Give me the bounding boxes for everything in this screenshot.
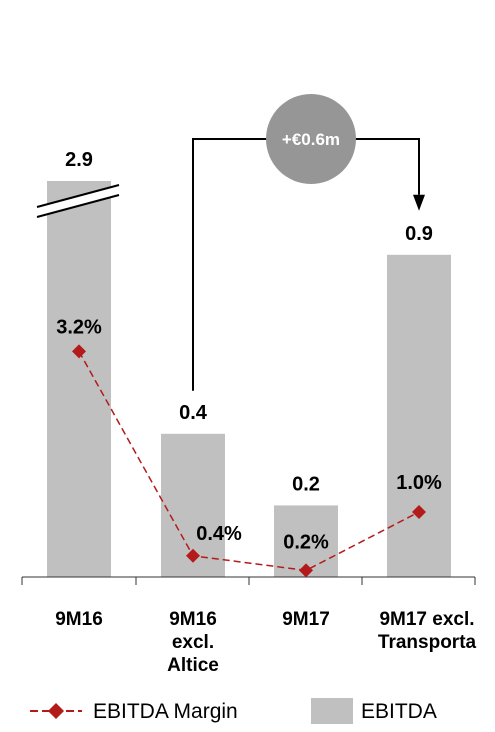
category-label-9m16-excl-altice-line-2: Altice	[167, 655, 219, 676]
delta-badge-text: +€0.6m	[282, 130, 340, 149]
margin-marker-9m17-excl-transporta	[412, 505, 426, 519]
bridge-connector: +€0.6m	[192, 94, 425, 391]
bar-value-label-9m17: 0.2	[292, 473, 320, 495]
x-axis	[21, 576, 476, 585]
bar-value-label-9m17-excl-transporta: 0.9	[405, 223, 433, 245]
category-label-9m16-excl-altice-line-0: 9M16	[169, 609, 217, 630]
bar-9m17-excl-transporta	[387, 254, 451, 578]
category-label-9m17-excl-transporta-line-1: Transporta	[378, 632, 477, 653]
axis-break-gap	[37, 185, 119, 217]
delta-badge	[266, 94, 356, 184]
bar-value-label-9m16-excl-altice: 0.4	[179, 402, 208, 424]
margin-value-label-9m17-excl-transporta: 1.0%	[396, 472, 442, 494]
legend-margin-label: EBITDA Margin	[93, 700, 238, 723]
margin-line	[78, 351, 420, 572]
margin-value-label-9m16-excl-altice: 0.4%	[196, 523, 242, 545]
bar-value-label-9m16: 2.9	[65, 149, 93, 171]
legend-ebitda-label: EBITDA	[361, 700, 437, 723]
category-label-9m16-line-0: 9M16	[55, 609, 103, 630]
axis-break-mark	[36, 184, 120, 218]
legend-ebitda-swatch	[311, 698, 353, 724]
category-label-9m17-line-0: 9M17	[282, 609, 330, 630]
margin-line-layer	[72, 344, 426, 578]
margin-marker-9m17	[299, 563, 313, 578]
axis-break-line-lower	[36, 194, 120, 218]
legend-margin-marker	[48, 703, 64, 719]
margin-marker-9m16	[72, 344, 86, 359]
value-labels-layer: 2.9 0.4 0.2 0.9 3.2% 0.4% 0.2% 1.0%	[56, 149, 442, 553]
legend: EBITDA Margin EBITDA	[30, 698, 437, 724]
margin-marker-9m16-excl-altice	[186, 548, 200, 563]
bar-9m16	[47, 181, 111, 577]
bars-layer	[47, 181, 451, 578]
bridge-arrow-head	[413, 194, 425, 211]
margin-value-label-9m17: 0.2%	[283, 531, 329, 553]
category-label-9m16-excl-altice-line-1: excl.	[172, 632, 214, 653]
margin-value-label-9m16: 3.2%	[56, 316, 102, 338]
axis-break-line-upper	[36, 184, 120, 208]
category-label-9m17-excl-transporta-line-0: 9M17 excl.	[379, 609, 474, 630]
